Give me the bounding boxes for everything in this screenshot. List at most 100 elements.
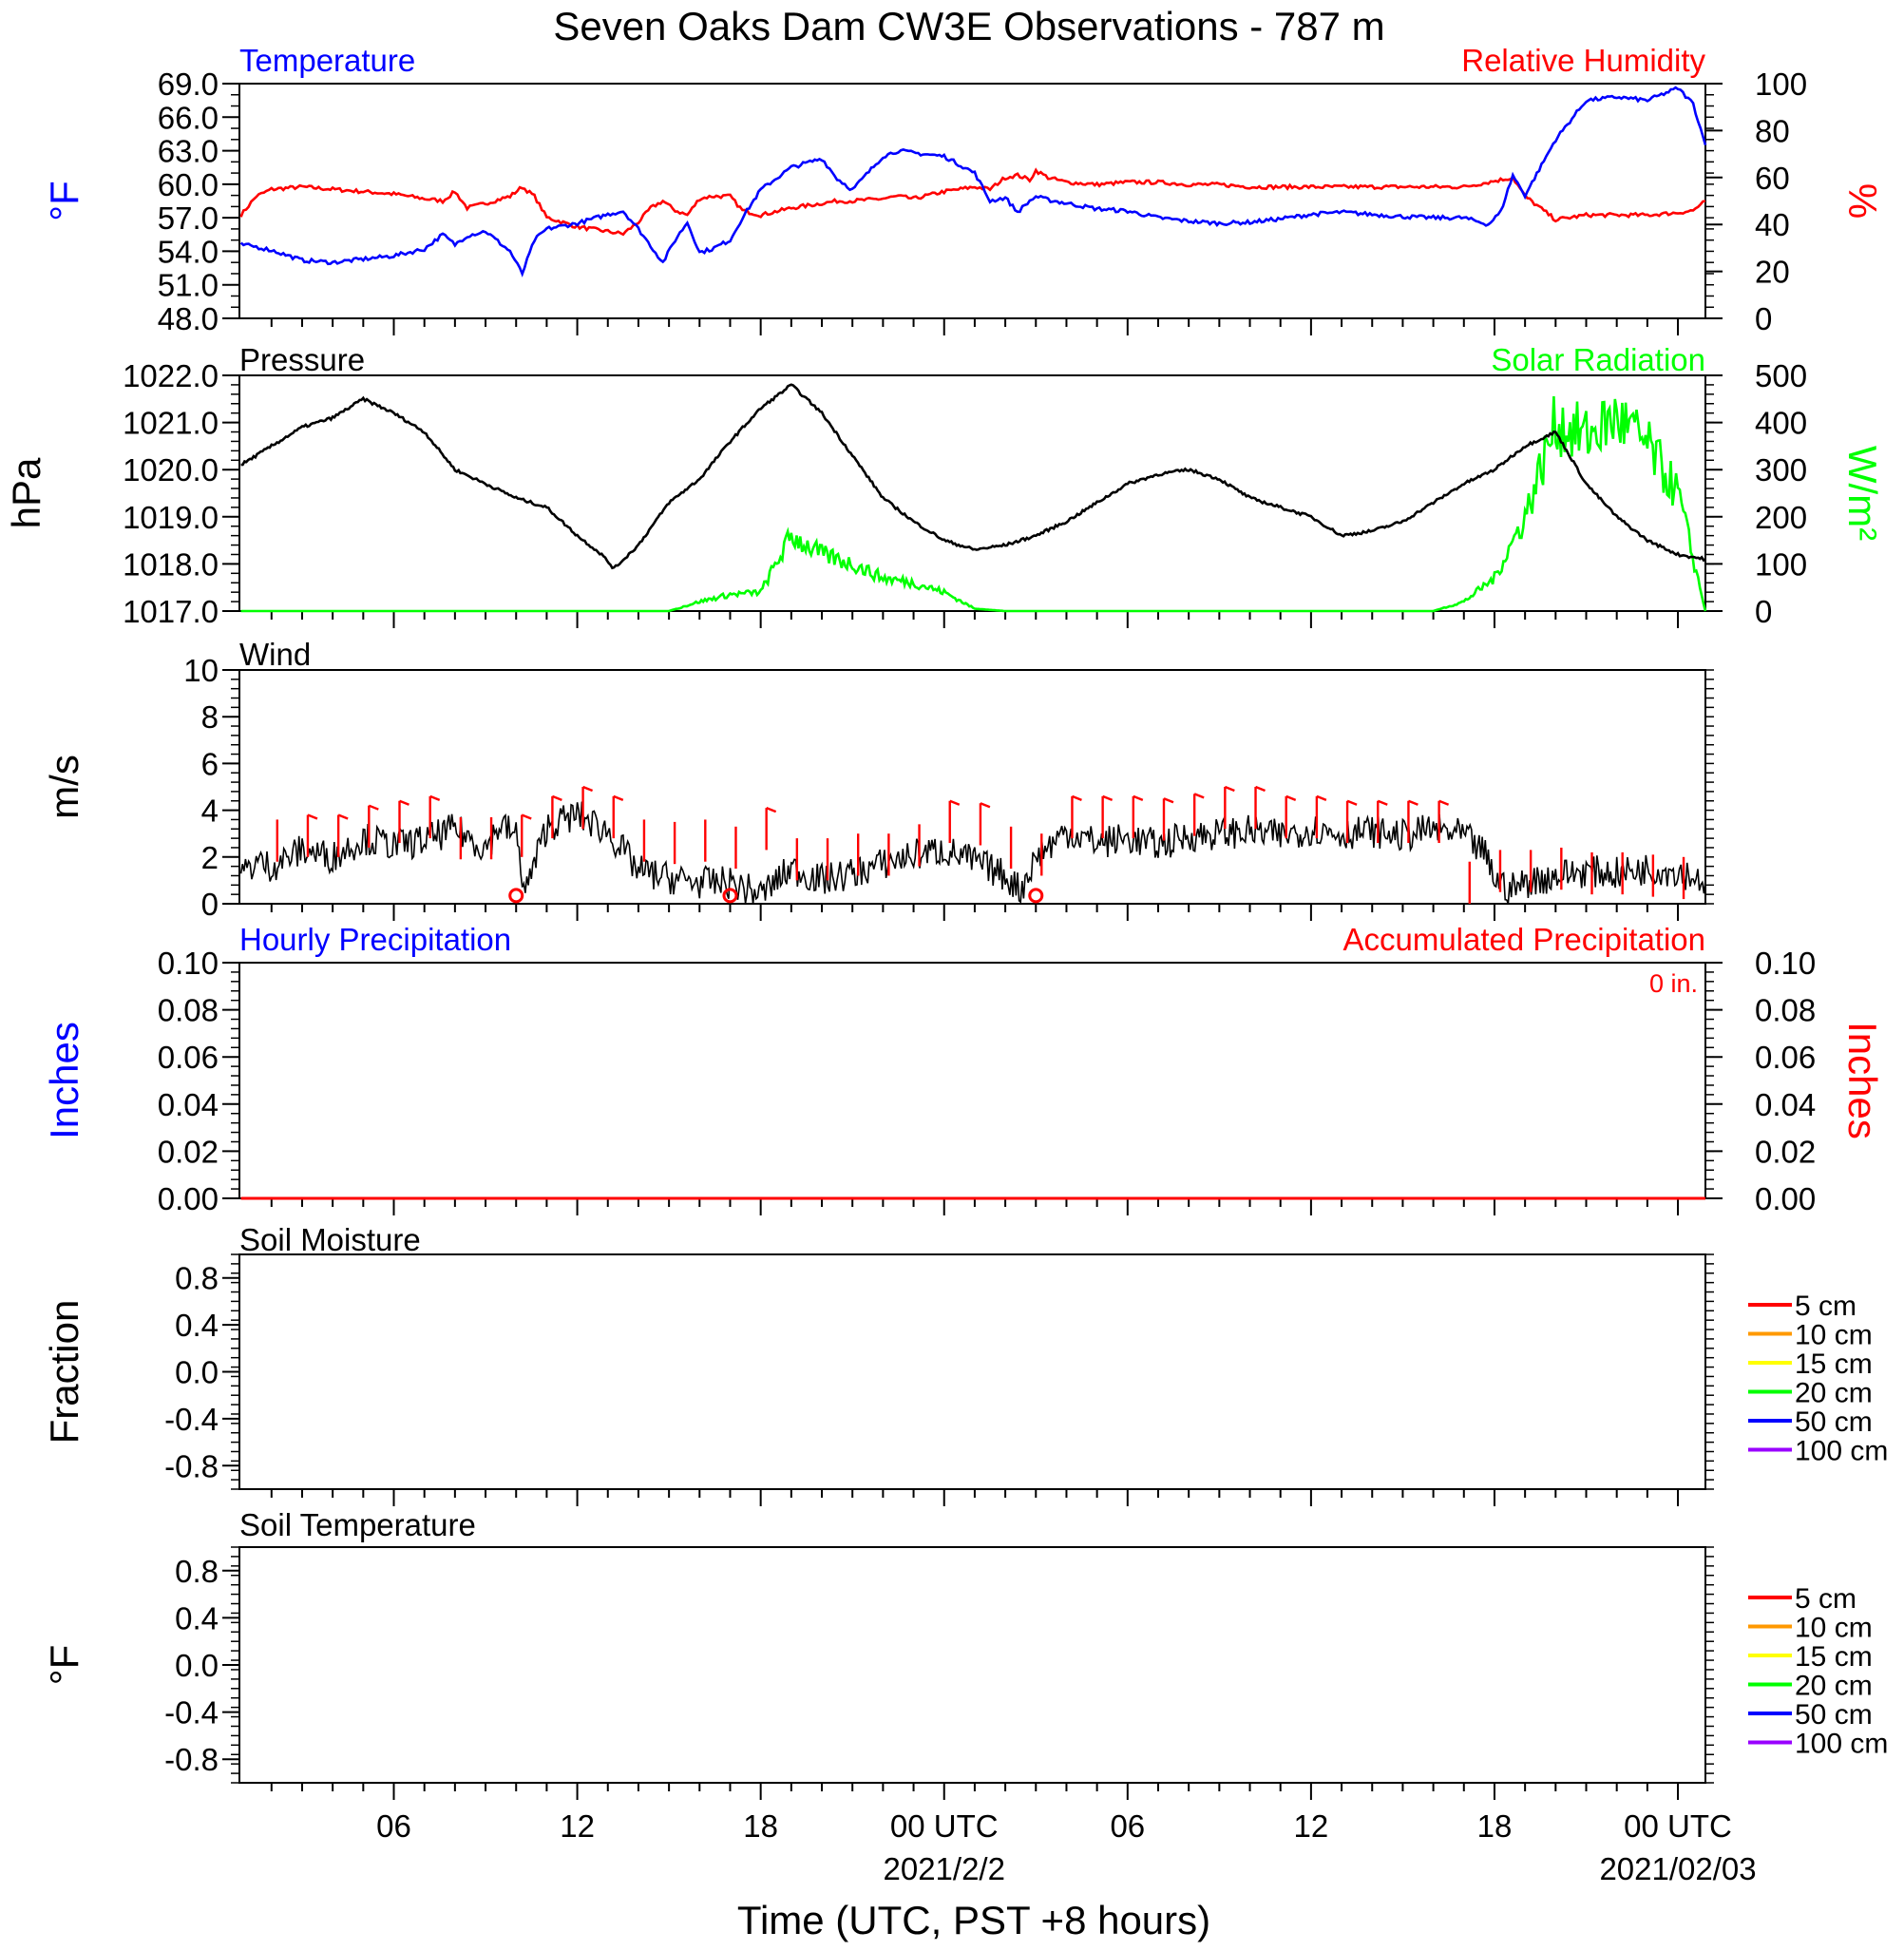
y-tick-label: 54.0 bbox=[158, 234, 219, 269]
y-tick-label-right: 80 bbox=[1755, 113, 1790, 148]
soil-moisture-panel: Soil Moisture 0.8 0.4 0.0 -0.4 -0.8 Fraction 5… bbox=[42, 1222, 1888, 1506]
y-axis-label-left: Inches bbox=[42, 1022, 86, 1139]
y-tick-label: 0.04 bbox=[158, 1087, 219, 1122]
y-tick-label-right: 300 bbox=[1755, 452, 1807, 488]
y-tick-label: 0 bbox=[201, 887, 219, 922]
soil-temperature-title: Soil Temperature bbox=[239, 1507, 476, 1542]
y-tick-label-right: 0.06 bbox=[1755, 1040, 1816, 1075]
y-tick-label: 1019.0 bbox=[123, 500, 219, 535]
time-axis: 06 12 18 00 UTC 06 12 18 00 UTC 2021/2/2 2021/02/… bbox=[376, 1808, 1756, 1886]
y-axis-label-left: Fraction bbox=[42, 1300, 86, 1444]
wind-barb-flag bbox=[399, 799, 409, 806]
y-tick-label: 0.10 bbox=[158, 946, 219, 981]
legend-label: 15 cm bbox=[1795, 1641, 1873, 1673]
y-tick-label: 0.02 bbox=[158, 1134, 219, 1169]
wind-series-line bbox=[239, 801, 1706, 905]
y-axis-label-right: W/m² bbox=[1840, 446, 1885, 541]
y-tick-label: -0.4 bbox=[164, 1695, 219, 1731]
y-tick-label: 8 bbox=[201, 699, 219, 735]
y-tick-label: 1017.0 bbox=[123, 594, 219, 629]
y-tick-label-right: 0 bbox=[1755, 301, 1772, 336]
wind-barb-flag bbox=[1163, 797, 1174, 804]
y-tick-label-right: 40 bbox=[1755, 207, 1790, 242]
wind-barb-flag bbox=[551, 794, 562, 801]
precipitation-panel: Hourly Precipitation Accumulated Precipi… bbox=[42, 922, 1885, 1216]
wind-barb-flag bbox=[1316, 794, 1327, 801]
y-tick-label-right: 60 bbox=[1755, 161, 1790, 196]
y-tick-label: 1021.0 bbox=[123, 406, 219, 441]
y-tick-label: 10 bbox=[183, 653, 219, 688]
x-tick-label: 18 bbox=[743, 1808, 778, 1844]
x-tick-label: 18 bbox=[1477, 1808, 1513, 1844]
x-tick-label: 12 bbox=[1294, 1808, 1329, 1844]
calm-wind-marker bbox=[1028, 888, 1044, 904]
accum-precip-total: 0 in. bbox=[1649, 969, 1698, 998]
y-tick-label-right: 0.10 bbox=[1755, 946, 1816, 981]
x-tick-label: 12 bbox=[560, 1808, 595, 1844]
y-tick-label-right: 500 bbox=[1755, 358, 1807, 393]
y-tick-label: 57.0 bbox=[158, 201, 219, 236]
y-tick-label: -0.4 bbox=[164, 1402, 219, 1437]
y-tick-label: 1018.0 bbox=[123, 546, 219, 582]
y-tick-label: 51.0 bbox=[158, 268, 219, 303]
wind-barb-flag bbox=[1285, 794, 1297, 801]
solar-series-line bbox=[240, 395, 1707, 613]
temperature-humidity-panel: Temperature Relative Humidity 69.066.063… bbox=[42, 43, 1885, 336]
y-tick-label-right: 0.08 bbox=[1755, 993, 1816, 1028]
y-axis-label-left: m/s bbox=[42, 755, 86, 819]
legend-label: 100 cm bbox=[1795, 1436, 1888, 1467]
wind-barb-flag bbox=[429, 794, 441, 801]
y-axis-label-right: Inches bbox=[1840, 1022, 1885, 1139]
y-tick-label: 60.0 bbox=[158, 167, 219, 202]
wind-barb-flag bbox=[582, 785, 594, 793]
y-tick-label-right: 400 bbox=[1755, 406, 1807, 441]
wind-panel: Wind 10 8 6 4 2 0 m/s bbox=[42, 637, 1714, 922]
plot-frame bbox=[238, 374, 1706, 612]
plot-frame bbox=[238, 83, 1706, 319]
wind-barb-flag bbox=[1224, 785, 1235, 793]
wind-barb-flag bbox=[1438, 799, 1450, 806]
wind-barb-flag bbox=[980, 802, 991, 809]
plot-frame bbox=[238, 962, 1706, 1199]
humidity-series-line bbox=[239, 167, 1706, 237]
wind-barb-flag bbox=[949, 799, 961, 806]
soil-moisture-title: Soil Moisture bbox=[239, 1222, 421, 1257]
wind-title: Wind bbox=[239, 637, 311, 672]
x-tick-label: 00 UTC bbox=[1624, 1808, 1732, 1844]
y-axis-label-left: hPa bbox=[4, 457, 48, 528]
x-tick-label: 06 bbox=[1110, 1808, 1145, 1844]
x-date-label: 2021/2/2 bbox=[883, 1851, 1004, 1886]
hourly-precip-title: Hourly Precipitation bbox=[239, 922, 511, 957]
wind-barb-flag bbox=[613, 794, 624, 801]
wind-barb-flag bbox=[1133, 794, 1144, 801]
legend-label: 5 cm bbox=[1795, 1583, 1856, 1615]
soil-temperature-panel: Soil Temperature 0.8 0.4 0.0 -0.4 -0.8 °F 5 cm… bbox=[42, 1507, 1888, 1800]
y-tick-label: -0.8 bbox=[164, 1448, 219, 1483]
figure-title: Seven Oaks Dam CW3E Observations - 787 m bbox=[553, 4, 1384, 48]
accum-precip-title: Accumulated Precipitation bbox=[1342, 922, 1705, 957]
solar-title: Solar Radiation bbox=[1491, 342, 1705, 377]
wind-barb-flag bbox=[1072, 794, 1082, 801]
y-tick-label: 0.4 bbox=[175, 1308, 219, 1343]
y-axis-label-right: % bbox=[1840, 183, 1885, 219]
temperature-title: Temperature bbox=[239, 43, 415, 78]
wind-barb-flag bbox=[368, 804, 379, 811]
wind-barb-flag bbox=[1346, 799, 1358, 806]
y-tick-label: 63.0 bbox=[158, 134, 219, 169]
x-tick-label: 00 UTC bbox=[890, 1808, 999, 1844]
legend-label: 20 cm bbox=[1795, 1671, 1873, 1702]
plot-frame bbox=[238, 669, 1706, 905]
y-tick-label: 0.06 bbox=[158, 1040, 219, 1075]
y-tick-label: 4 bbox=[201, 794, 219, 829]
temperature-series-line bbox=[239, 86, 1707, 277]
y-tick-label: 0.8 bbox=[175, 1554, 219, 1589]
y-axis-label-left: °F bbox=[42, 1645, 86, 1685]
y-tick-label-right: 0 bbox=[1755, 594, 1772, 629]
y-tick-label: 0.00 bbox=[158, 1181, 219, 1216]
x-axis-label: Time (UTC, PST +8 hours) bbox=[737, 1898, 1210, 1942]
humidity-title: Relative Humidity bbox=[1461, 43, 1705, 78]
y-tick-label: 1022.0 bbox=[123, 358, 219, 393]
y-tick-label: 0.8 bbox=[175, 1261, 219, 1296]
y-tick-label-right: 0.04 bbox=[1755, 1087, 1816, 1122]
wind-barb-flag bbox=[307, 813, 318, 820]
